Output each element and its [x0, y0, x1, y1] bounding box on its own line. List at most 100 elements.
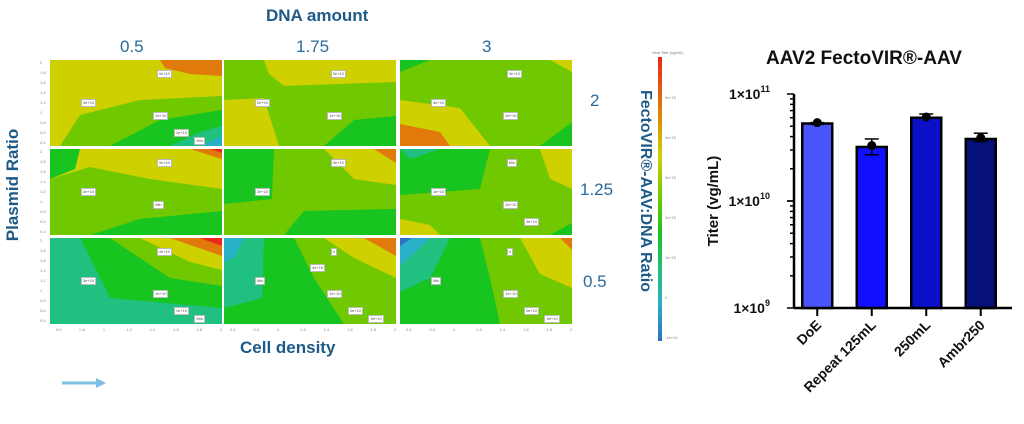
y-tick-label: 1.2 — [40, 278, 46, 283]
contour-region — [400, 238, 430, 266]
contour-label: 2e+10 — [254, 98, 271, 107]
contour-label: 3e+10 — [330, 70, 346, 79]
contour-label: 3e+10 — [506, 70, 522, 79]
x-tick-label: 0.8 — [253, 327, 259, 332]
data-point — [812, 118, 822, 128]
contour-label: Min — [194, 137, 205, 146]
contour-region — [400, 124, 450, 146]
y-tick-label: 0.4 — [40, 140, 46, 145]
contour-label: 1e+10 — [173, 306, 190, 315]
fectovir-ratio-title: FectoVIR®-AAV:DNA Ratio — [637, 89, 654, 292]
column-label-0: 0.5 — [120, 37, 144, 56]
colorbar-title: Viral Titer (vg/mL) — [652, 50, 684, 55]
contour-region — [400, 149, 440, 159]
contour-label: 2e+10 — [503, 111, 519, 120]
contour-region — [400, 60, 430, 72]
cell-density-title: Cell density — [240, 338, 336, 357]
contour-region — [364, 238, 396, 256]
y-axis-title: Titer (vg/mL) — [705, 156, 722, 247]
data-point — [921, 112, 931, 122]
y-tick-label: 1 — [40, 288, 43, 293]
x-tick-label: 1.2 — [126, 327, 132, 332]
contour-label: 4e+10 — [430, 98, 447, 107]
row-label-0: 2 — [590, 91, 600, 110]
bar — [801, 122, 834, 310]
x-tick-label: 0.8 — [429, 327, 435, 332]
y-tick-label: 1.2 — [40, 100, 46, 105]
x-tick-label: 1.6 — [347, 327, 353, 332]
y-tick-label: 0.6 — [40, 130, 46, 135]
x-tick-label: 1.8 — [370, 327, 377, 332]
contour-label: 1e+10 — [327, 111, 343, 120]
contour-label: 4e+10 — [156, 70, 172, 79]
y-tick-label: 0.4 — [40, 229, 46, 234]
y-tick-label: 2 — [40, 238, 43, 243]
y-tick-label: 1×109 — [733, 298, 770, 316]
x-tick-label: DoE — [793, 317, 824, 348]
y-tick-label: 1.8 — [40, 248, 46, 253]
contour-label: 1e+10 — [173, 128, 190, 137]
bar — [964, 137, 997, 310]
contour-label: 2e+10 — [254, 187, 271, 196]
contour-region — [540, 149, 572, 189]
contour-label: Min — [153, 200, 164, 209]
data-point — [976, 133, 986, 143]
contour-label: 2e+10 — [503, 200, 519, 209]
bar — [855, 145, 888, 310]
arrow-right-icon — [62, 378, 106, 388]
y-tick-label: 1.8 — [40, 70, 46, 75]
contour-region — [170, 238, 222, 256]
contour-region — [550, 60, 572, 72]
contour-region — [210, 149, 222, 153]
colorbar-tick-label: -1e+10 — [665, 335, 678, 340]
colorbar-tick-label: 2e+10 — [665, 215, 677, 220]
x-tick-label: Ambr250 — [934, 317, 988, 371]
contour-label: 3e+10 — [80, 98, 97, 107]
contour-region — [400, 149, 490, 195]
contour-region — [170, 126, 222, 146]
contour-region — [200, 136, 222, 146]
y-tick-label: 1×1011 — [729, 84, 770, 102]
contour-region — [200, 238, 222, 246]
row-label-1: 1.25 — [580, 180, 614, 199]
bar-chart-title: AAV2 FectoVIR®-AAV — [766, 48, 962, 69]
contour-region — [284, 209, 396, 235]
contour-label: 0 — [506, 248, 513, 257]
x-tick-label: 1 — [102, 327, 106, 332]
y-tick-label: 1.4 — [40, 268, 46, 273]
x-tick-label: 1.6 — [173, 327, 179, 332]
x-tick-label: 1.8 — [196, 327, 203, 332]
y-tick-label: 0.8 — [40, 209, 46, 214]
y-tick-label: 1.4 — [40, 90, 46, 95]
x-tick-label: 1.2 — [300, 327, 306, 332]
contour-label: 3e+10 — [523, 217, 540, 226]
contour-region — [224, 149, 274, 204]
contour-label: 3e+10 — [544, 315, 560, 324]
x-tick-label: 2 — [220, 327, 223, 332]
x-tick-label: 1.4 — [499, 327, 506, 332]
x-tick-label: 250mL — [891, 316, 934, 359]
contour-region — [224, 238, 244, 262]
y-tick-label: 1.6 — [40, 258, 46, 263]
y-tick-label: 1.6 — [40, 169, 46, 174]
contour-label: 1e+10 — [327, 289, 343, 298]
contour-label: Min — [506, 159, 518, 168]
colorbar-tick-label: 5e+10 — [665, 95, 677, 100]
contour-label: Min — [430, 276, 442, 285]
contour-label: 3e+10 — [80, 276, 97, 285]
contour-region — [324, 116, 396, 146]
contour-label: 2e+10 — [80, 187, 97, 196]
contour-region — [374, 149, 396, 163]
contour-label: 2e+10 — [153, 289, 169, 298]
column-label-2: 3 — [482, 37, 492, 56]
y-tick-label: 2 — [40, 149, 43, 154]
y-tick-label: 1.6 — [40, 80, 46, 85]
x-tick-label: 0.6 — [406, 327, 412, 332]
x-tick-label: 1.6 — [523, 327, 529, 332]
contour-panel: 3e+10 2e+10 Min — [50, 149, 222, 235]
contour-label: 3e+10 — [368, 315, 384, 324]
contour-label: 4e+10 — [310, 263, 326, 272]
colorbar-tick-label: 4e+10 — [665, 135, 677, 140]
x-tick-label: 0.8 — [79, 327, 85, 332]
